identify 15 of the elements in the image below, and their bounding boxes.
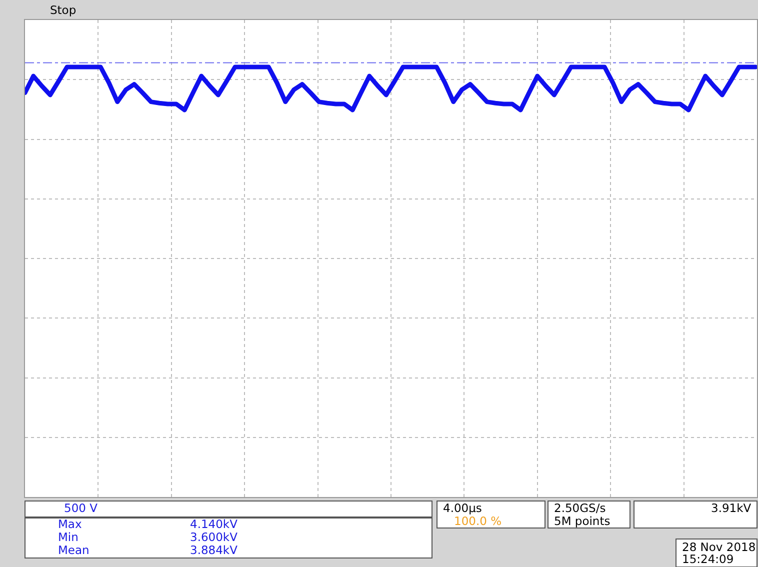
text: 100.0 %	[454, 514, 502, 528]
text: 3.600kV	[190, 530, 238, 544]
text: 2.50GS/s	[554, 501, 606, 515]
text: 500 V	[64, 501, 98, 515]
text: 3.91kV	[711, 501, 752, 515]
text: Mean	[58, 543, 90, 557]
text: Stop	[50, 3, 76, 17]
text: Max	[58, 517, 82, 531]
text: 4.140kV	[190, 517, 238, 531]
text: 5M points	[554, 514, 610, 528]
text: 28 Nov 2018	[682, 540, 756, 554]
text: 4.00µs	[443, 501, 482, 515]
text: Min	[58, 530, 78, 544]
text: 3.884kV	[190, 543, 238, 557]
text: 15:24:09	[682, 552, 734, 566]
